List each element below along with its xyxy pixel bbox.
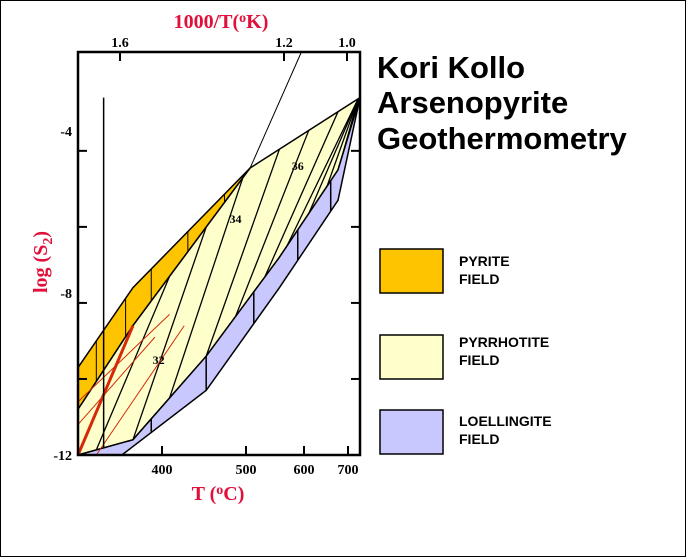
contour-label: 32 [153,353,165,367]
guide-line [249,51,302,169]
contour-labels: 32 34 36 [153,159,304,367]
legend-label: PYRRHOTITE [459,334,549,350]
isopleth-line [264,111,339,278]
top-axis-title: 1000/T(oK) [174,11,269,33]
legend-label: FIELD [459,352,499,368]
red-isopleth-line [76,325,135,456]
red-isopleth-line [77,313,170,403]
isopleth-line [341,98,359,158]
isopleth-line [205,148,281,357]
legend-label: LOELLINGITE [459,413,552,429]
legend: PYRITE FIELD PYRRHOTITE FIELD LOELLINGIT… [379,248,552,455]
red-isopleth-line [95,325,185,456]
x-tick-label: 700 [338,463,359,478]
isopleth-line [234,130,310,317]
isopleth-line [168,177,244,399]
title-line-2: Arsenopyrite [377,85,568,120]
y-axis-title: log (S2) [30,231,56,293]
y-tick-label: -12 [53,449,72,464]
title-line-1: Kori Kollo [377,50,525,85]
legend-label: FIELD [459,271,499,287]
axis-ticks [78,52,360,456]
legend-swatch-loellingite [379,409,444,455]
y-tick-label: -8 [60,287,72,302]
top-tick-label: 1.6 [111,36,129,51]
contour-label: 34 [229,212,241,226]
isopleth-line [326,98,359,187]
x-axis-title: T (oC) [192,483,245,505]
x-tick-label: 500 [236,463,257,478]
legend-label: FIELD [459,431,499,447]
legend-swatch-pyrite [379,248,444,294]
contour-lines [76,51,359,456]
legend-label: PYRITE [459,253,510,269]
isopleth-line [132,226,207,441]
x-tick-label: 600 [294,463,315,478]
legend-swatch-pyrrhotite [379,334,444,380]
top-tick-label: 1.2 [275,36,293,51]
red-isopleth-line [77,336,156,425]
y-tick-label: -4 [60,125,72,140]
isopleth-line [286,98,359,247]
field-areas [77,95,362,456]
isopleth-line [95,276,171,451]
plot-frame [76,50,362,457]
x-tick-label: 400 [152,463,173,478]
top-tick-label: 1.0 [338,36,356,51]
contour-label: 36 [292,159,304,173]
field-pyrrhotite [77,95,362,456]
title-line-3: Geothermometry [377,121,628,156]
isopleth-line [308,98,359,214]
